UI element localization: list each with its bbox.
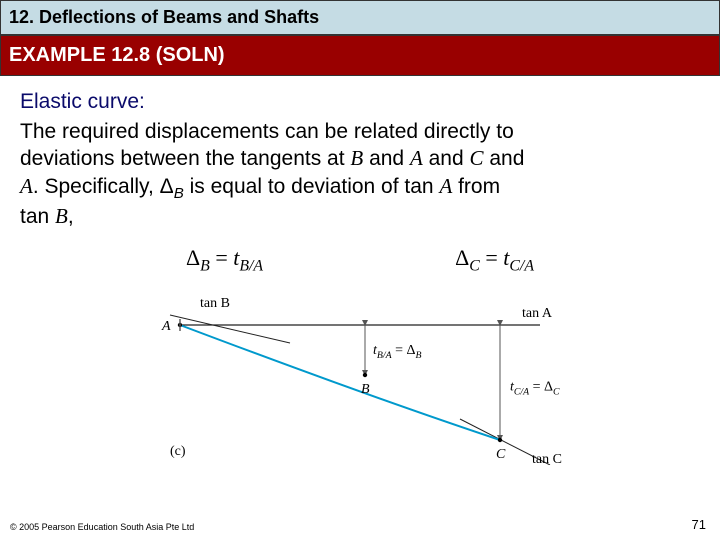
equation-2: ΔC = tC/A <box>455 245 534 275</box>
var-B: B <box>55 204 68 228</box>
example-title: EXAMPLE 12.8 (SOLN) <box>9 44 225 66</box>
text-seg: and <box>363 147 410 170</box>
page-number: 71 <box>692 517 706 532</box>
text-seg: and <box>423 147 470 170</box>
text-seg: is equal to deviation of tan <box>184 175 440 198</box>
eq-eq: = <box>210 245 233 270</box>
eq-sub: B <box>200 257 210 274</box>
svg-text:tan C: tan C <box>532 452 562 465</box>
text-seg: The required displacements can be relate… <box>20 120 514 143</box>
var-B: B <box>350 146 363 170</box>
svg-text:tan B: tan B <box>200 296 230 311</box>
svg-text:B: B <box>361 382 370 397</box>
text-seg: deviations between the tangents at <box>20 147 350 170</box>
content-area: Elastic curve: The required displacement… <box>0 76 720 465</box>
text-seg: . Specifically, <box>33 175 160 198</box>
equation-1: ΔB = tB/A <box>186 245 263 275</box>
sub-B: B <box>174 185 184 202</box>
eq-rhs-sub: B/A <box>239 257 263 274</box>
svg-text:tan A: tan A <box>522 306 553 321</box>
var-A: A <box>439 174 452 198</box>
body-paragraph: The required displacements can be relate… <box>20 118 700 231</box>
eq-eq: = <box>480 245 503 270</box>
svg-text:C: C <box>496 447 506 462</box>
text-seg: and <box>484 147 525 170</box>
var-C: C <box>470 146 484 170</box>
svg-text:tB/A = ΔB: tB/A = ΔB <box>373 343 422 361</box>
text-seg: from <box>452 175 500 198</box>
example-title-bar: EXAMPLE 12.8 (SOLN) <box>0 35 720 76</box>
eq-lhs: Δ <box>455 245 469 270</box>
eq-rhs-sub: C/A <box>509 257 534 274</box>
section-heading: Elastic curve: <box>20 90 700 114</box>
text-seg: , <box>68 205 74 228</box>
delta: Δ <box>160 175 174 198</box>
chapter-title: 12. Deflections of Beams and Shafts <box>9 7 319 27</box>
svg-text:tC/A = ΔC: tC/A = ΔC <box>510 380 560 398</box>
var-A: A <box>410 146 423 170</box>
chapter-title-bar: 12. Deflections of Beams and Shafts <box>0 0 720 35</box>
beam-diagram: tan B tan A tan C A B CtB/A = ΔB tC/A = ΔC (c) <box>130 285 590 465</box>
svg-text:(c): (c) <box>170 444 186 459</box>
eq-lhs: Δ <box>186 245 200 270</box>
var-A: A <box>20 174 33 198</box>
svg-text:A: A <box>161 319 171 334</box>
copyright-footer: © 2005 Pearson Education South Asia Pte … <box>10 522 194 532</box>
eq-sub: C <box>469 257 480 274</box>
text-seg: tan <box>20 205 55 228</box>
equations-row: ΔB = tB/A ΔC = tC/A <box>90 245 630 275</box>
